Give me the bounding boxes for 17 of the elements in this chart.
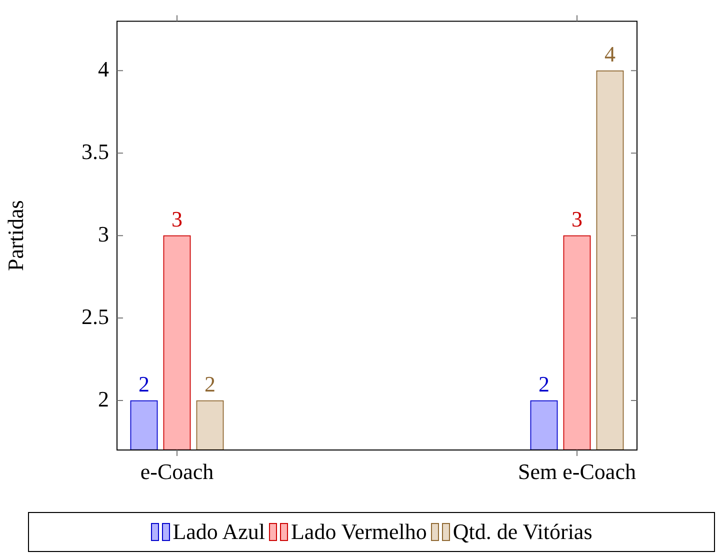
x-tick-label: e-Coach bbox=[140, 458, 214, 484]
legend-label: Qtd. de Vitórias bbox=[452, 519, 592, 545]
y-tick-label: 2.5 bbox=[82, 304, 109, 329]
y-tick-label: 3.5 bbox=[82, 138, 109, 164]
data-label: 3 bbox=[572, 206, 582, 232]
y-axis-title: Partidas bbox=[2, 200, 28, 272]
y-tick-label: 4 bbox=[98, 56, 109, 82]
legend-label: Lado Azul bbox=[172, 519, 265, 545]
legend-label: Lado Vermelho bbox=[290, 519, 427, 545]
y-tick-label: 3 bbox=[98, 221, 109, 246]
data-label: 2 bbox=[138, 372, 150, 397]
x-tick-label: Sem e-Coach bbox=[518, 458, 636, 484]
y-tick-label: 2 bbox=[98, 386, 109, 412]
data-label: 3 bbox=[172, 206, 182, 232]
data-label: 2 bbox=[538, 372, 550, 397]
data-label: 4 bbox=[604, 42, 616, 67]
data-label: 2 bbox=[204, 372, 216, 397]
